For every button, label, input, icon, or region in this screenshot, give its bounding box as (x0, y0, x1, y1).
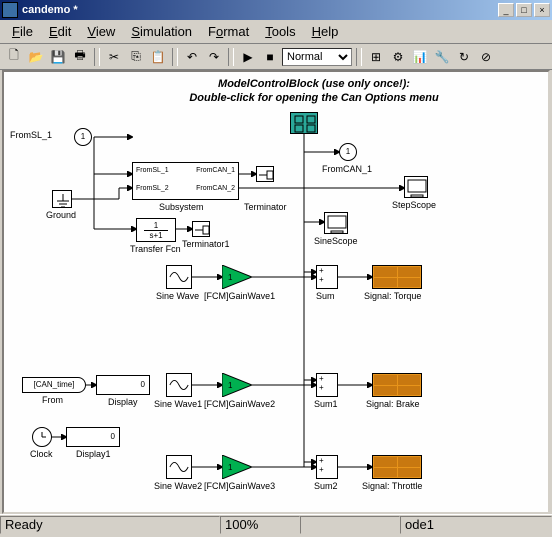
sum-block[interactable]: ++ (316, 265, 338, 289)
status-blank (300, 516, 400, 534)
signal-throttle-block[interactable] (372, 455, 422, 479)
model-control-block[interactable] (290, 112, 318, 134)
outport-fromcan-1[interactable]: 1 (339, 143, 357, 161)
sum-label: Sum (316, 291, 335, 301)
stepscope-block[interactable] (404, 176, 428, 198)
tool-icon-1[interactable]: ⊞ (366, 47, 386, 67)
sine-wave-label: Sine Wave (156, 291, 199, 301)
svg-text:1: 1 (228, 381, 233, 390)
tool-icon-2[interactable]: ⚙ (388, 47, 408, 67)
inport-fromsl-1-label: FromSL_1 (10, 130, 52, 140)
ground-label: Ground (46, 210, 76, 220)
toolbar: 🗋 📂 💾 🖶 ✂ ⎘ 📋 ↶ ↷ ▶ ■ Normal ⊞ ⚙ 📊 🔧 ↻ ⊘ (0, 44, 552, 70)
terminator-label: Terminator (244, 202, 287, 212)
menu-view[interactable]: View (79, 22, 123, 41)
sine-wave-block[interactable] (166, 265, 192, 289)
menu-file[interactable]: File (4, 22, 41, 41)
clock-label: Clock (30, 449, 53, 459)
signal-brake-label: Signal: Brake (366, 399, 420, 409)
close-button[interactable]: × (534, 3, 550, 17)
signal-brake-block[interactable] (372, 373, 422, 397)
display1-block[interactable]: 0 (66, 427, 120, 447)
undo-icon[interactable]: ↶ (182, 47, 202, 67)
sum2-label: Sum2 (314, 481, 338, 491)
stop-icon[interactable]: ■ (260, 47, 280, 67)
tool-icon-4[interactable]: 🔧 (432, 47, 452, 67)
window-title: candemo * (22, 4, 498, 16)
sine-wave1-block[interactable] (166, 373, 192, 397)
titlebar: candemo * _ □ × (0, 0, 552, 20)
sum1-block[interactable]: ++ (316, 373, 338, 397)
print-icon[interactable]: 🖶 (70, 47, 90, 67)
app-icon (2, 2, 18, 18)
display-block[interactable]: 0 (96, 375, 150, 395)
model-canvas[interactable]: ModelControlBlock (use only once!): Doub… (2, 70, 550, 514)
minimize-button[interactable]: _ (498, 3, 514, 17)
gain-wave1-label: [FCM]GainWave1 (204, 291, 275, 301)
canvas-header-1: ModelControlBlock (use only once!): (154, 78, 474, 90)
status-ready: Ready (0, 516, 220, 534)
transfer-fcn-label: Transfer Fcn (130, 244, 181, 254)
gain-wave2-block[interactable]: 1 (222, 373, 252, 397)
paste-icon[interactable]: 📋 (148, 47, 168, 67)
transfer-fcn-block[interactable]: 1 s+1 (136, 218, 176, 242)
display1-label: Display1 (76, 449, 111, 459)
redo-icon[interactable]: ↷ (204, 47, 224, 67)
signal-throttle-label: Signal: Throttle (362, 481, 422, 491)
statusbar: Ready 100% ode1 (0, 514, 552, 534)
copy-icon[interactable]: ⎘ (126, 47, 146, 67)
gain-wave1-block[interactable]: 1 (222, 265, 252, 289)
from-block[interactable]: [CAN_time] (22, 377, 86, 393)
tool-icon-5[interactable]: ↻ (454, 47, 474, 67)
svg-text:1: 1 (228, 463, 233, 472)
canvas-header-2: Double-click for opening the Can Options… (154, 92, 474, 104)
menu-simulation[interactable]: Simulation (123, 22, 200, 41)
new-icon[interactable]: 🗋 (4, 47, 24, 67)
menubar: File Edit View Simulation Format Tools H… (0, 20, 552, 44)
maximize-button[interactable]: □ (516, 3, 532, 17)
tool-icon-3[interactable]: 📊 (410, 47, 430, 67)
terminator1-label: Terminator1 (182, 239, 230, 249)
open-icon[interactable]: 📂 (26, 47, 46, 67)
subsystem-block[interactable]: FromSL_1 FromSL_2 FromCAN_1 FromCAN_2 (132, 162, 239, 200)
sinescope-block[interactable] (324, 212, 348, 234)
stepscope-label: StepScope (392, 200, 436, 210)
cut-icon[interactable]: ✂ (104, 47, 124, 67)
sinescope-label: SineScope (314, 236, 358, 246)
sine-wave1-label: Sine Wave1 (154, 399, 202, 409)
save-icon[interactable]: 💾 (48, 47, 68, 67)
signal-torque-block[interactable] (372, 265, 422, 289)
gain-wave3-label: [FCM]GainWave3 (204, 481, 275, 491)
tool-icon-6[interactable]: ⊘ (476, 47, 496, 67)
status-solver: ode1 (400, 516, 552, 534)
sum1-label: Sum1 (314, 399, 338, 409)
ground-block[interactable] (52, 190, 72, 208)
menu-tools[interactable]: Tools (257, 22, 303, 41)
menu-help[interactable]: Help (304, 22, 347, 41)
sine-wave2-label: Sine Wave2 (154, 481, 202, 491)
simulation-mode-select[interactable]: Normal (282, 48, 352, 66)
svg-text:1: 1 (228, 273, 233, 282)
gain-wave3-block[interactable]: 1 (222, 455, 252, 479)
menu-format[interactable]: Format (200, 22, 257, 41)
outport-fromcan-1-label: FromCAN_1 (322, 164, 372, 174)
signal-torque-label: Signal: Torque (364, 291, 421, 301)
terminator1-block[interactable] (192, 221, 210, 237)
inport-fromsl-1[interactable]: 1 (74, 128, 92, 146)
play-icon[interactable]: ▶ (238, 47, 258, 67)
sine-wave2-block[interactable] (166, 455, 192, 479)
gain-wave2-label: [FCM]GainWave2 (204, 399, 275, 409)
display-label: Display (108, 397, 138, 407)
status-progress: 100% (220, 516, 300, 534)
sum2-block[interactable]: ++ (316, 455, 338, 479)
terminator-block[interactable] (256, 166, 274, 182)
subsystem-label: Subsystem (159, 202, 204, 212)
clock-block[interactable] (32, 427, 52, 447)
from-label: From (42, 395, 63, 405)
menu-edit[interactable]: Edit (41, 22, 79, 41)
